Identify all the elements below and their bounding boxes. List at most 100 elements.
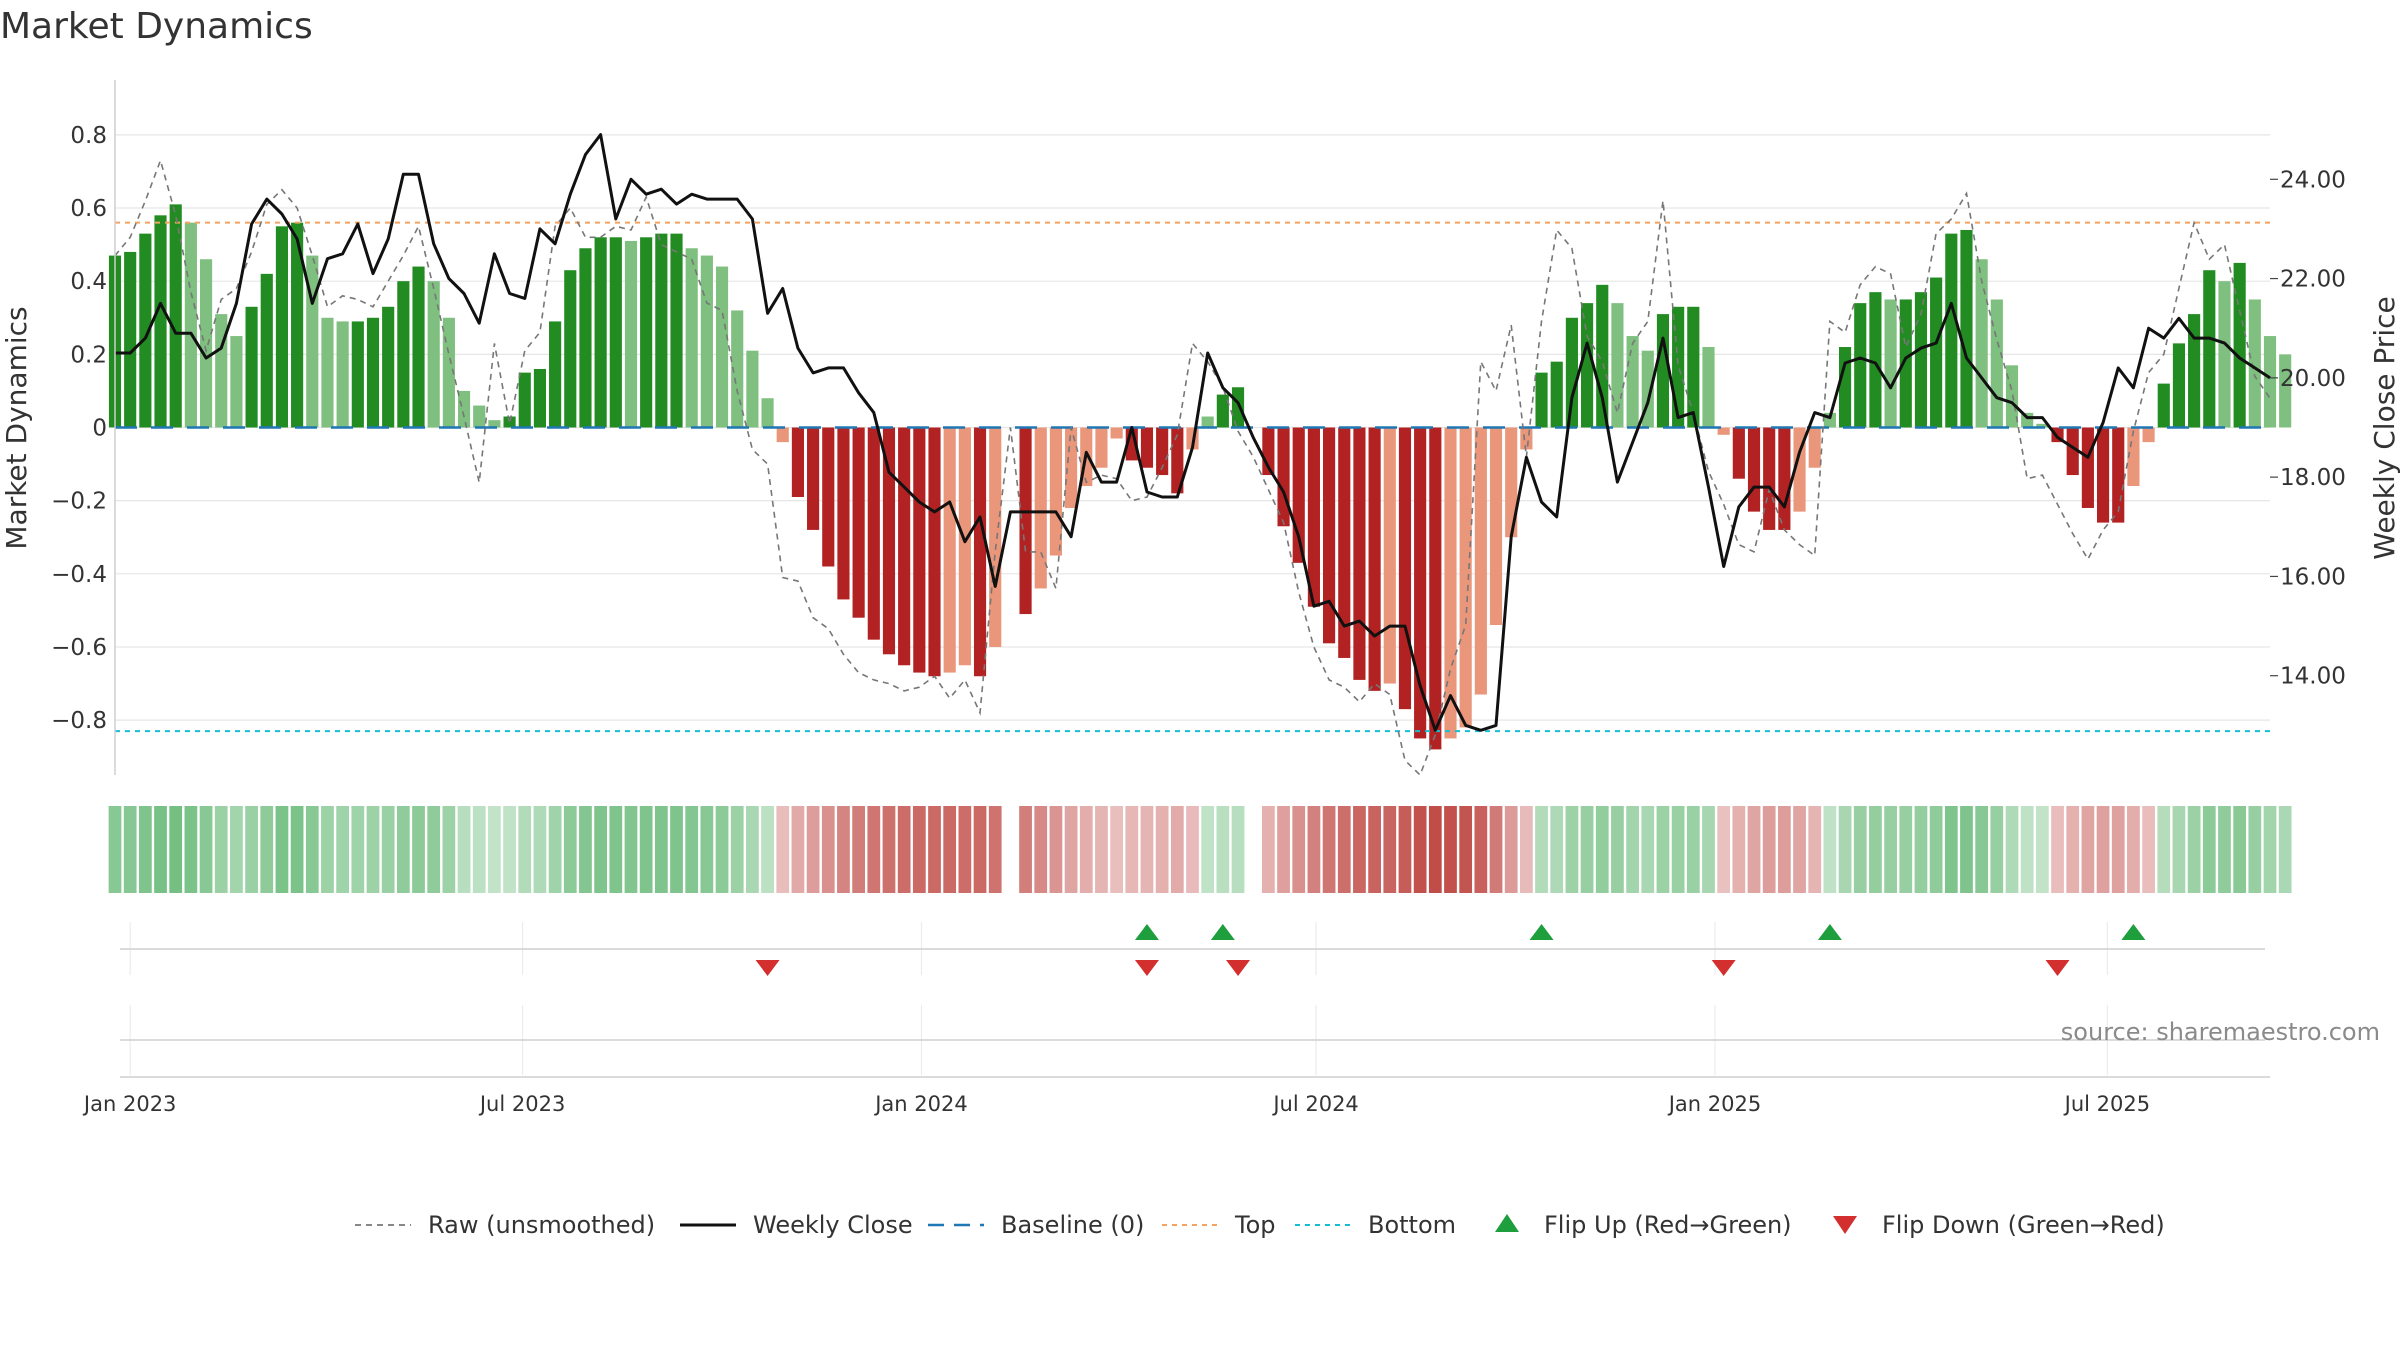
regime-strip-cell (472, 806, 486, 893)
dynamics-bar (1034, 427, 1047, 589)
regime-strip-cell (1337, 806, 1351, 893)
regime-strip-cell (275, 806, 289, 893)
y-axis-label-right: Weekly Close Price (2368, 296, 2400, 559)
regime-strip-cell (1034, 806, 1048, 893)
x-tick-label: Jan 2025 (1667, 1092, 1762, 1116)
regime-strip-cell (1413, 806, 1427, 893)
dynamics-bar (1171, 427, 1184, 494)
regime-strip-cell (230, 806, 243, 893)
dynamics-bar (640, 237, 653, 428)
dynamics-bar (1839, 347, 1852, 428)
regime-strip-cell (1079, 806, 1093, 893)
dynamics-bar (1778, 427, 1791, 530)
dynamics-bar (1656, 314, 1670, 428)
regime-strip-cell (1717, 806, 1731, 893)
regime-strip-cell (1398, 806, 1412, 893)
dynamics-bar (1414, 427, 1427, 739)
regime-strip-cell (1186, 806, 1199, 893)
legend-swatch-flip-up (1495, 1214, 1519, 1232)
y-tick-label-right: 14.00 (2280, 664, 2346, 690)
dynamics-bar (609, 237, 622, 428)
dynamics-bar (761, 398, 774, 428)
regime-strip-cell (2218, 806, 2231, 893)
y-tick-label-left: 0.2 (70, 342, 107, 368)
dynamics-bar (1732, 427, 1745, 479)
regime-strip-cell (1777, 806, 1791, 893)
regime-strip-cell (746, 806, 759, 893)
regime-strip-cell (2066, 806, 2080, 893)
regime-strip-cell (351, 806, 365, 893)
regime-strip-cell (2127, 806, 2140, 893)
regime-strip-cell (321, 806, 334, 893)
regime-strip-cell (670, 806, 683, 893)
dynamics-bar (139, 233, 152, 428)
dynamics-bar (291, 222, 304, 428)
dynamics-bar (245, 306, 258, 428)
dynamics-bar (533, 368, 546, 428)
legend-label: Flip Down (Green→Red) (1882, 1211, 2165, 1239)
flip-up-marker (1817, 924, 1842, 940)
legend-item: Weekly Close (680, 1211, 913, 1239)
flip-up-marker (1210, 924, 1235, 940)
regime-strip-cell (1611, 806, 1624, 893)
regime-strip-cell (305, 806, 319, 893)
regime-strip-cell (1489, 806, 1503, 893)
regime-strip-cell (138, 806, 152, 893)
regime-strip-cell (1793, 806, 1806, 893)
chart-title: Market Dynamics (0, 6, 313, 47)
regime-strip-cell (154, 806, 167, 893)
regime-strip-cell (1019, 806, 1032, 893)
regime-strip-cell (2233, 806, 2247, 893)
dynamics-bar (731, 310, 744, 428)
dynamics-bar (579, 248, 592, 428)
dynamics-bar (822, 427, 835, 567)
regime-strip-cell (2263, 806, 2277, 893)
regime-strip-cell (2172, 806, 2186, 893)
regime-strip-cell (1869, 806, 1882, 893)
dynamics-bar (488, 420, 501, 428)
dynamics-bar (2203, 270, 2216, 428)
regime-strip-cell (1656, 806, 1670, 893)
regime-strip-cell (1732, 806, 1746, 893)
weekly-close-line (115, 133, 2271, 732)
regime-strip-cell (1671, 806, 1685, 893)
y-tick-label-right: 22.00 (2280, 267, 2346, 293)
dynamics-bar (2188, 314, 2201, 428)
legend-swatch-flip-down (1833, 1216, 1857, 1234)
regime-strip-cell (1944, 806, 1958, 893)
y-tick-label-left: 0.4 (70, 269, 107, 295)
regime-strip-cell (1808, 806, 1822, 893)
regime-strip-cell (821, 806, 835, 893)
flip-up-marker (2121, 924, 2146, 940)
regime-strip-cell (2005, 806, 2019, 893)
dynamics-bar (1201, 416, 1214, 428)
dynamics-bar (882, 427, 896, 655)
regime-strip-cell (1307, 806, 1321, 893)
regime-strip-cell (260, 806, 274, 893)
dynamics-bar (1854, 303, 1867, 428)
regime-strip-cell (2035, 806, 2049, 893)
regime-strip-cell (1823, 806, 1837, 893)
regime-strip-cell (290, 806, 304, 893)
regime-strip-cell (730, 806, 744, 893)
regime-strip-cell (1914, 806, 1928, 893)
dynamics-bar (989, 427, 1002, 647)
regime-strip-cell (1064, 806, 1078, 893)
dynamics-bar (412, 266, 425, 428)
dynamics-bar (1626, 336, 1639, 428)
dynamics-bar (2142, 427, 2155, 443)
regime-strip-cell (1899, 806, 1913, 893)
dynamics-bar (913, 427, 926, 673)
dynamics-bar (1095, 427, 1108, 468)
x-tick-label: Jan 2023 (82, 1092, 177, 1116)
regime-strip-cell (381, 806, 395, 893)
regime-strip-cell (1960, 806, 1973, 893)
dynamics-bar (1975, 259, 1988, 428)
regime-strip-cell (1049, 806, 1063, 893)
regime-strip-cell (609, 806, 623, 893)
y-tick-label-left: −0.2 (51, 489, 107, 515)
dynamics-bar (366, 317, 380, 428)
dynamics-bar (1565, 317, 1578, 428)
y-tick-label-right: 24.00 (2280, 167, 2346, 193)
